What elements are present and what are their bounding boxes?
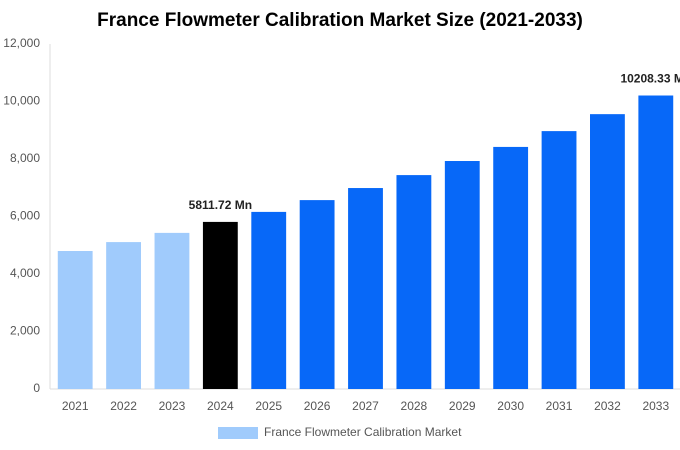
y-tick-label: 0 [33,381,40,395]
value-label: 5811.72 Mn [189,198,252,212]
x-tick-label: 2023 [159,399,186,413]
bar [590,114,625,390]
legend-label: France Flowmeter Calibration Market [264,425,462,439]
y-tick-label: 12,000 [3,36,40,50]
x-tick-label: 2030 [497,399,524,413]
x-tick-label: 2022 [110,399,137,413]
bar [638,95,674,390]
x-tick-label: 2029 [449,399,476,413]
x-tick-label: 2028 [401,399,428,413]
y-tick-label: 2,000 [10,324,40,338]
bar [541,131,577,390]
bar [251,211,287,389]
y-tick-label: 10,000 [3,94,40,108]
legend-swatch [218,427,258,439]
x-tick-label: 2026 [304,399,331,413]
bar [396,175,432,389]
bar [299,200,335,389]
x-tick-label: 2024 [207,399,234,413]
x-tick-label: 2027 [352,399,379,413]
bar [57,251,93,389]
y-tick-label: 4,000 [10,266,40,280]
bar [106,242,141,389]
x-tick-label: 2025 [255,399,282,413]
bar [493,146,529,389]
bar [348,188,383,389]
x-tick-label: 2033 [642,399,669,413]
chart-title: France Flowmeter Calibration Market Size… [97,10,583,31]
x-tick-label: 2032 [594,399,621,413]
x-tick-label: 2031 [546,399,573,413]
bar [202,221,238,389]
bar [444,161,480,389]
y-tick-label: 8,000 [10,151,40,165]
bar [154,232,190,389]
value-label: 10208.33 Mn [620,72,680,86]
y-tick-label: 6,000 [10,209,40,223]
x-tick-label: 2021 [62,399,89,413]
